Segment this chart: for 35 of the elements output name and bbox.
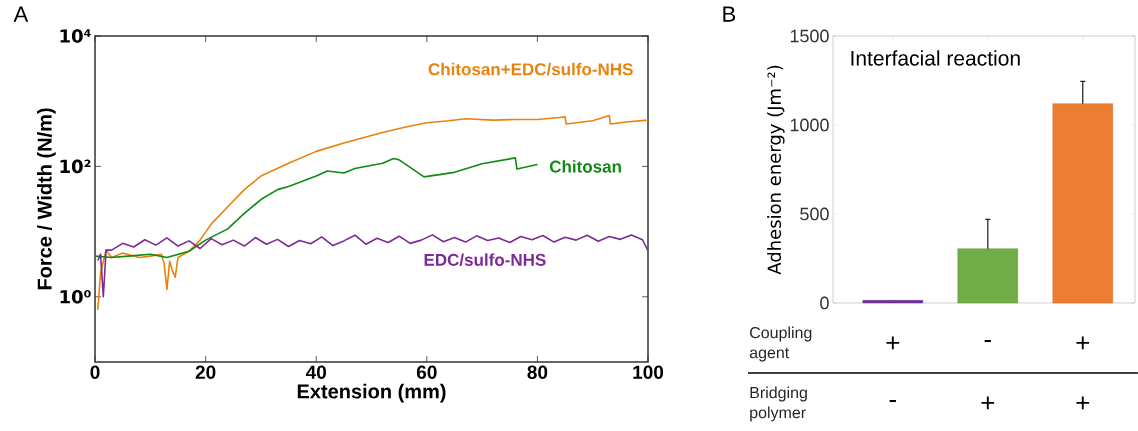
x-tick-label: 100: [633, 365, 664, 379]
text: Coupling agent: [749, 326, 812, 362]
text: +: [1076, 336, 1090, 350]
text: A: [13, 6, 29, 22]
x-axis-title: Extension (mm): [297, 383, 446, 403]
text: Chitosan+EDC/sulfo-NHS: [428, 62, 633, 76]
bar: [1052, 103, 1113, 304]
x-tick-label: 0: [90, 365, 100, 379]
text: -: [889, 400, 896, 403]
y-tick-label: 0: [820, 296, 829, 310]
line-series: [96, 114, 648, 311]
x-tick-label: 40: [305, 365, 326, 379]
x-tick-label: 60: [416, 365, 437, 379]
series-label: Chitosan: [549, 160, 621, 173]
text: B: [723, 6, 736, 22]
text: +: [886, 336, 900, 350]
y-tick-label: 1500: [790, 29, 829, 43]
y-tick-label: 10⁴: [60, 29, 91, 43]
x-tick-label: 20: [195, 365, 216, 379]
y-tick-label: 500: [800, 207, 829, 221]
y-axis-title: Adhesion energy (Jm⁻²): [767, 65, 785, 275]
line-series: [96, 234, 648, 298]
y-tick-label: 10²: [60, 159, 91, 174]
text: -: [984, 340, 991, 343]
text: Interfacial reaction: [851, 50, 1020, 66]
y-tick-label: 1000: [790, 118, 829, 132]
y-axis-title: Force / Width (N/m): [37, 108, 56, 290]
series-label: EDC/sulfo-NHS: [424, 253, 546, 267]
text: +: [981, 396, 995, 410]
text: +: [1076, 396, 1090, 410]
bar: [862, 300, 924, 304]
y-tick-label: 10⁰: [60, 289, 91, 304]
x-tick-label: 80: [527, 365, 548, 379]
text: Bridging polymer: [750, 386, 807, 422]
bar: [957, 248, 1018, 304]
